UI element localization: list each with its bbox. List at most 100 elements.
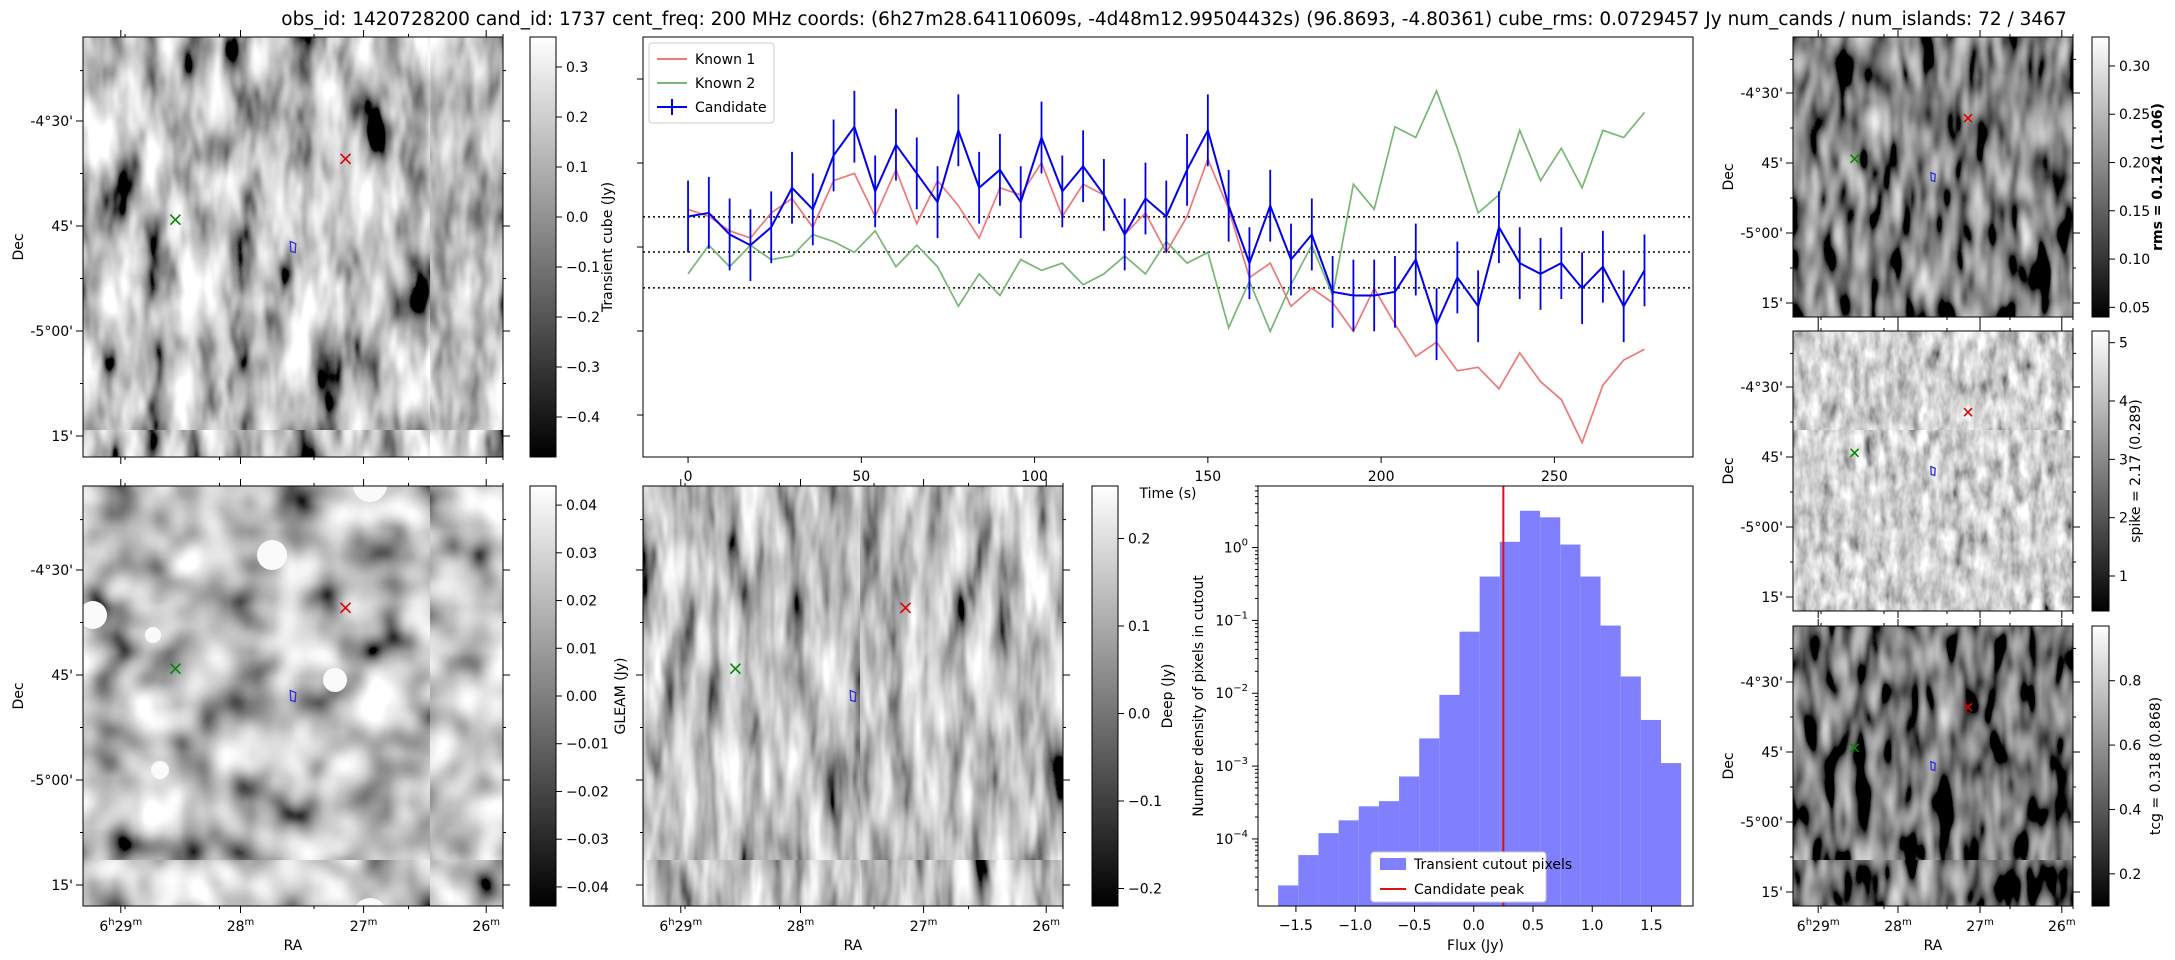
histogram-y-tick-label: 100 (1224, 538, 1248, 557)
gleam-panel-colorbar-tick-label: 0.03 (566, 546, 597, 562)
gleam-panel-ra-tick-label: 28m (227, 917, 255, 935)
legend-entry: Known 2 (695, 76, 755, 92)
deep-panel-red-marker (899, 602, 912, 614)
spike-panel-colorbar-tick-label: 5 (2119, 336, 2128, 352)
tcg-panel-colorbar-label: tcg = 0.318 (0.868) (2148, 697, 2164, 835)
rms-panel-colorbar-tick-label: 0.10 (2119, 252, 2150, 268)
rms-panel-candidate-contour (1930, 171, 1936, 183)
histogram-x-tick-label: 0.0 (1463, 918, 1485, 934)
rms-panel-red-marker (1963, 113, 1973, 123)
lightcurve-x-tick-label: 250 (1541, 469, 1568, 485)
histogram-bar (1540, 517, 1561, 906)
deep-panel-ra-tick-label: 6h29m (659, 917, 702, 935)
gleam-panel-colorbar (529, 485, 557, 907)
histogram-bar (1560, 544, 1581, 906)
transient-panel-colorbar-label: Transient cube (Jy) (600, 182, 616, 313)
tcg-panel-colorbar-tick-label: 0.8 (2119, 674, 2141, 690)
deep-panel-colorbar-tick-label: −0.1 (1128, 794, 1162, 810)
histogram-bar (1479, 576, 1500, 906)
rms-panel-dec-tick-label: 45' (1761, 156, 1783, 172)
histogram-x-tick-label: 1.0 (1581, 918, 1603, 934)
gleam-panel-colorbar-tick-label: −0.01 (566, 737, 609, 753)
spike-panel-green-marker (1850, 448, 1860, 458)
legend-entry: Transient cutout pixels (1413, 857, 1572, 873)
gleam-panel-dec-axis-label: Dec (11, 682, 27, 709)
spike-panel-dec-tick-label: 45' (1761, 450, 1783, 466)
histogram-bar (1519, 510, 1541, 906)
tcg-panel-frame (1792, 625, 2074, 907)
deep-panel-candidate-contour (849, 689, 857, 703)
gleam-panel-colorbar-tick-label: −0.03 (566, 832, 609, 848)
histogram-bar (1338, 820, 1359, 906)
tcg-panel-ra-tick-label: 28m (1884, 917, 1912, 935)
lightcurve-x-tick-label: 150 (1194, 469, 1221, 485)
lightcurve-x-axis-label: Time (s) (1139, 486, 1197, 502)
deep-panel-colorbar-tick-label: −0.2 (1128, 882, 1162, 898)
transient-panel-dec-tick-label: 15' (51, 429, 73, 445)
lightcurve-x-tick-label: 100 (1021, 469, 1048, 485)
deep-panel-colorbar (1091, 485, 1119, 907)
tcg-panel-colorbar (2091, 625, 2110, 907)
rms-panel-colorbar-tick-label: 0.30 (2119, 59, 2150, 75)
deep-panel-colorbar-tick-label: 0.2 (1128, 532, 1150, 548)
histogram-y-axis-label: Number density of pixels in cutout (1191, 575, 1207, 817)
deep-panel-colorbar-tick-label: 0.0 (1128, 707, 1150, 723)
histogram-y-tick-label: 10−4 (1215, 829, 1248, 848)
lightcurve-series-candidate (687, 124, 1646, 327)
rms-panel-frame (1792, 36, 2074, 318)
transient-panel-colorbar-tick-label: 0.1 (566, 160, 588, 176)
rms-panel-dec-tick-label: -4°30' (1740, 86, 1783, 102)
legend-entry: Candidate (695, 100, 767, 116)
deep-panel-ra-tick-label: 28m (787, 917, 815, 935)
tcg-panel-green-marker (1850, 743, 1860, 753)
deep-panel-frame (642, 485, 1064, 907)
rms-panel-dec-tick-label: -5°00' (1740, 226, 1783, 242)
rms-panel-dec-axis-label: Dec (1721, 163, 1737, 190)
transient-panel-image (83, 37, 503, 457)
tcg-panel-candidate-contour (1930, 760, 1936, 772)
histogram-bar (1620, 676, 1641, 906)
spike-panel-colorbar-label: spike = 2.17 (0.289) (2128, 399, 2144, 543)
deep-panel-image (643, 486, 1063, 906)
transient-panel-colorbar-tick-label: −0.4 (566, 410, 600, 426)
histogram-bar (1640, 719, 1661, 906)
rms-panel-dec-tick-label: 15' (1761, 296, 1783, 312)
rms-panel-colorbar-tick-label: 0.05 (2119, 300, 2150, 316)
spike-panel-colorbar-tick-label: 4 (2119, 394, 2128, 410)
transient-panel-colorbar-tick-label: −0.2 (566, 310, 600, 326)
tcg-panel-red-marker (1963, 702, 1973, 712)
histogram-x-tick-label: 1.5 (1640, 918, 1662, 934)
deep-panel-ra-tick-label: 27m (910, 917, 938, 935)
histogram-legend: Transient cutout pixels Candidate peak (1370, 851, 1572, 903)
gleam-panel-colorbar-tick-label: 0.00 (566, 689, 597, 705)
transient-panel-dec-tick-label: 45' (51, 219, 73, 235)
transient-panel-red-marker (339, 153, 352, 165)
tcg-panel-dec-axis-label: Dec (1721, 752, 1737, 779)
tcg-panel-image (1793, 626, 2073, 906)
histogram-bar (1278, 885, 1299, 906)
spike-panel-red-marker (1963, 407, 1973, 417)
tcg-panel-ra-tick-label: 6h29m (1797, 917, 1840, 935)
legend-entry: Known 1 (695, 52, 755, 68)
gleam-panel-green-marker (169, 663, 181, 675)
gleam-panel-colorbar-tick-label: 0.01 (566, 641, 597, 657)
rms-panel-colorbar (2091, 36, 2110, 318)
spike-panel-dec-tick-label: -4°30' (1740, 380, 1783, 396)
transient-panel-colorbar-tick-label: 0.0 (566, 210, 588, 226)
transient-panel-candidate-contour (289, 240, 297, 254)
gleam-panel-ra-tick-label: 27m (350, 917, 378, 935)
spike-panel-dec-axis-label: Dec (1721, 457, 1737, 484)
deep-panel-colorbar-label: Deep (Jy) (1160, 664, 1176, 729)
histogram-x-tick-label: −1.5 (1279, 918, 1313, 934)
gleam-panel-colorbar-tick-label: −0.02 (566, 784, 609, 800)
spike-panel-image (1793, 331, 2073, 611)
rms-panel-image (1793, 37, 2073, 317)
spike-panel-dec-tick-label: -5°00' (1740, 520, 1783, 536)
rms-panel-colorbar-label: rms = 0.124 (1.06) (2150, 103, 2166, 251)
legend-entry: Candidate peak (1414, 882, 1525, 898)
spike-panel-colorbar-tick-label: 2 (2119, 511, 2128, 527)
spike-panel-colorbar (2091, 330, 2110, 612)
rms-panel-colorbar-tick-label: 0.20 (2119, 156, 2150, 172)
lightcurve-axes (642, 36, 1694, 458)
transient-panel-dec-axis-label: Dec (11, 233, 27, 260)
